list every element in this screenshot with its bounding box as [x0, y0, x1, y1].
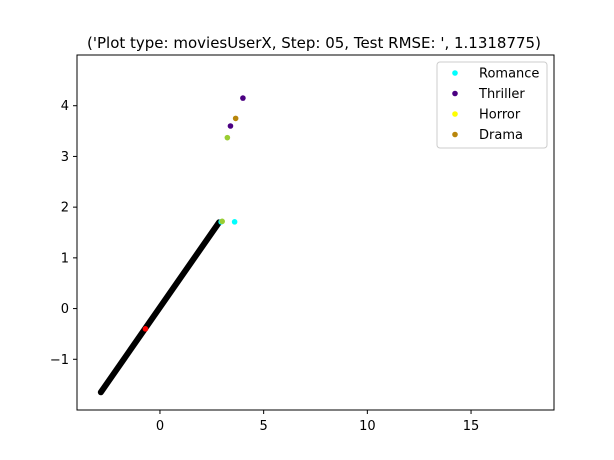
legend-marker-drama — [452, 131, 458, 138]
data-point-extra-1 — [142, 326, 149, 332]
y-tick-label--1: −1 — [50, 353, 69, 368]
data-point-thriller-0 — [240, 95, 246, 101]
data-point-romance-1 — [231, 219, 238, 225]
legend-label-drama: Drama — [479, 128, 523, 143]
x-tick-label-15: 15 — [463, 419, 480, 434]
plot-marks — [97, 95, 246, 396]
y-tick-label-4: 4 — [61, 99, 69, 114]
y-tick-label-0: 0 — [61, 302, 69, 317]
legend-box — [436, 61, 548, 149]
chart-title: ('Plot type: moviesUserX, Step: 05, Test… — [87, 34, 541, 52]
legend-marker-romance — [452, 70, 458, 76]
data-point-drama-0 — [232, 115, 239, 122]
x-tick-label-10: 10 — [359, 419, 376, 434]
y-tick-label-1: 1 — [61, 251, 69, 266]
y-tick-label-3: 3 — [61, 150, 69, 165]
data-point-extra-2 — [219, 218, 225, 225]
x-tick-label-0: 0 — [156, 419, 164, 434]
y-axis: −1 0 1 2 3 4 — [50, 99, 77, 368]
x-tick-label-5: 5 — [260, 419, 268, 434]
dense-point-band — [97, 219, 223, 396]
legend-label-thriller: Thriller — [478, 87, 525, 102]
legend-label-romance: Romance — [479, 67, 539, 82]
data-point-extra-0 — [224, 134, 231, 141]
legend: Romance Thriller Horror Drama — [436, 61, 548, 149]
legend-marker-horror — [452, 111, 458, 117]
legend-label-horror: Horror — [479, 108, 521, 123]
legend-marker-thriller — [452, 90, 458, 97]
x-axis: 0 5 10 15 — [156, 410, 480, 434]
y-tick-label-2: 2 — [61, 201, 69, 216]
data-point-thriller-1 — [227, 123, 234, 129]
plot-frame — [76, 54, 555, 411]
